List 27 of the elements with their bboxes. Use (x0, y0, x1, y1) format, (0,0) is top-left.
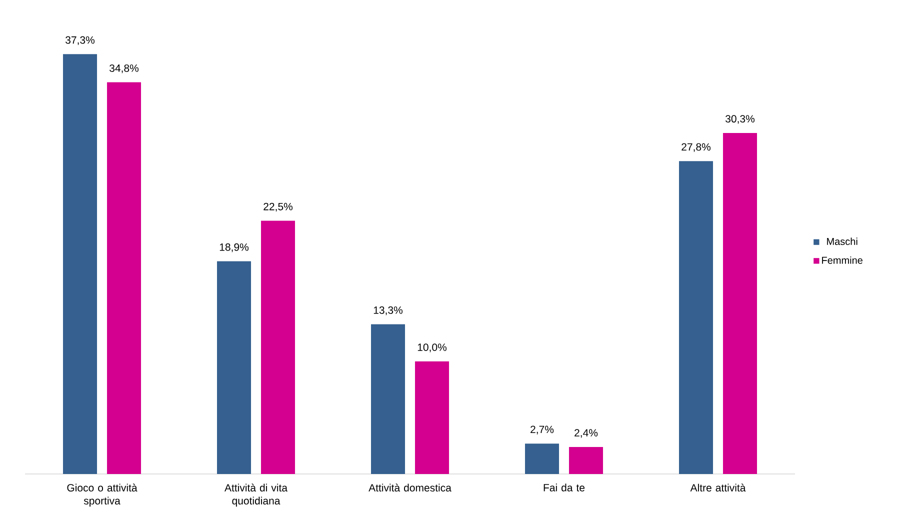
bar (261, 220, 296, 474)
bar (525, 444, 560, 474)
data-label: 10,0% (418, 344, 447, 352)
x-tick-label: Fai da te (544, 484, 585, 492)
data-label: 37,3% (66, 36, 95, 45)
bar (679, 161, 714, 474)
data-label: 34,8% (110, 64, 139, 74)
x-tick-label: Attività di vita quotidiana (224, 484, 288, 507)
bar (415, 361, 450, 474)
bar (723, 132, 758, 474)
x-tick-label: Attività domestica (368, 484, 452, 492)
data-label: 13,3% (374, 306, 403, 316)
data-label: 18,9% (220, 243, 249, 252)
legend-label: Femmine (822, 256, 862, 264)
data-label: 2,7% (530, 426, 554, 434)
bar (107, 82, 142, 474)
bar (217, 261, 252, 474)
x-tick-label: Altre attività (690, 484, 746, 492)
data-label: 2,4% (574, 429, 598, 438)
data-label: 30,3% (726, 115, 755, 124)
legend-label: Maschi (827, 238, 858, 246)
bar (371, 324, 406, 474)
data-label: 22,5% (264, 202, 293, 212)
x-tick-label: Gioco o attività sportiva (67, 484, 138, 507)
bar (569, 446, 604, 474)
bar (63, 54, 98, 474)
data-label: 27,8% (682, 143, 711, 152)
